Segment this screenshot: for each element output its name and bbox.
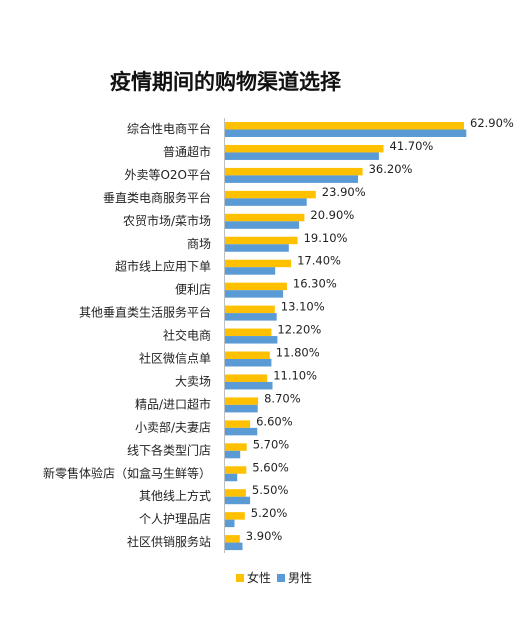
bar-female-15 (225, 466, 247, 474)
legend-label-male: 男性 (288, 571, 312, 585)
bar-male-1 (225, 152, 379, 160)
data-labels: 62.90% 41.70% 36.20%23.90% 20.90% 19.10% 17.4… (246, 116, 514, 543)
category-label-15: 新零售体验店（如盒马生鲜等） (43, 465, 211, 480)
data-label-15: 5.60% (252, 460, 289, 474)
data-label-7: 16.30% (293, 277, 337, 291)
category-label-17: 个人护理品店 (139, 512, 211, 526)
bar-male-15 (225, 473, 238, 482)
bar-female-1 (225, 144, 384, 153)
category-label-13: 小卖部/夫妻店 (135, 419, 211, 434)
bar-female-7 (225, 282, 287, 291)
bar-female-14 (225, 443, 247, 451)
bars-group (225, 122, 467, 551)
category-label-9: 社交电商 (163, 328, 211, 343)
category-label-16: 其他线上方式 (139, 488, 211, 503)
bar-male-12 (225, 404, 258, 413)
bar-male-16 (225, 496, 251, 505)
chart-title: 疫情期间的购物渠道选择 (110, 70, 341, 94)
bar-male-3 (225, 198, 307, 206)
category-label-10: 社区微信点单 (139, 351, 211, 366)
bar-male-5 (225, 244, 289, 252)
bar-female-3 (225, 190, 316, 199)
bar-female-10 (225, 351, 270, 359)
bar-male-0 (225, 129, 467, 137)
data-label-11: 11.10% (273, 368, 317, 382)
data-label-16: 5.50% (252, 483, 289, 497)
data-label-8: 13.10% (281, 300, 325, 314)
bar-female-13 (225, 420, 251, 428)
category-label-11: 大卖场 (175, 374, 211, 388)
bar-female-17 (225, 512, 245, 520)
bar-female-6 (225, 259, 292, 268)
legend-label-female: 女性 (247, 570, 271, 585)
bar-male-18 (225, 542, 243, 551)
category-label-8: 其他垂直类生活服务平台 (79, 305, 211, 320)
data-label-17: 5.20% (251, 506, 288, 520)
bar-female-5 (225, 236, 298, 245)
data-label-0: 62.90% (470, 116, 514, 130)
legend: 女性 男性 (236, 570, 312, 585)
data-label-10: 11.80% (276, 346, 320, 360)
data-label-13: 6.60% (256, 414, 293, 428)
category-label-3: 垂直类电商服务平台 (103, 190, 211, 205)
category-label-5: 商场 (187, 236, 211, 251)
bar-male-11 (225, 381, 273, 390)
category-label-1: 普通超市 (163, 144, 211, 159)
data-label-6: 17.40% (297, 254, 341, 268)
bar-male-13 (225, 427, 258, 436)
bar-female-12 (225, 397, 259, 405)
legend-swatch-female (236, 574, 244, 582)
category-label-7: 便利店 (175, 283, 211, 297)
bar-male-17 (225, 519, 235, 528)
bar-female-16 (225, 489, 246, 497)
data-label-14: 5.70% (253, 437, 290, 451)
bar-female-9 (225, 328, 272, 337)
bar-female-2 (225, 167, 363, 176)
bar-female-0 (225, 122, 464, 130)
legend-swatch-male (277, 574, 285, 582)
bar-male-7 (225, 290, 284, 298)
bar-male-6 (225, 267, 276, 275)
bar-male-4 (225, 221, 300, 229)
data-label-5: 19.10% (304, 231, 348, 245)
bar-male-14 (225, 450, 241, 459)
data-label-4: 20.90% (310, 208, 354, 222)
bar-male-8 (225, 313, 277, 321)
bar-male-2 (225, 175, 358, 183)
category-label-2: 外卖等O2O平台 (124, 167, 211, 182)
bar-male-10 (225, 359, 272, 367)
category-label-14: 线下各类型门店 (127, 442, 211, 457)
data-label-2: 36.20% (369, 162, 413, 176)
category-label-0: 综合性电商平台 (127, 121, 211, 136)
category-label-4: 农贸市场/菜市场 (123, 213, 211, 228)
data-label-18: 3.90% (246, 529, 283, 543)
bar-female-8 (225, 305, 275, 314)
category-label-12: 精品/进口超市 (135, 396, 211, 411)
category-label-18: 社区供销服务站 (127, 534, 211, 549)
data-label-9: 12.20% (277, 323, 321, 337)
data-label-1: 41.70% (390, 139, 434, 153)
category-labels: 综合性电商平台普通超市外卖等O2O平台垂直类电商服务平台农贸市场/菜市场商场超市… (43, 121, 211, 549)
bar-female-18 (225, 535, 240, 543)
bar-female-4 (225, 213, 305, 222)
bar-male-9 (225, 336, 278, 344)
data-label-3: 23.90% (322, 185, 366, 199)
data-label-12: 8.70% (264, 391, 301, 405)
bar-female-11 (225, 374, 268, 382)
category-label-6: 超市线上应用下单 (115, 259, 211, 274)
